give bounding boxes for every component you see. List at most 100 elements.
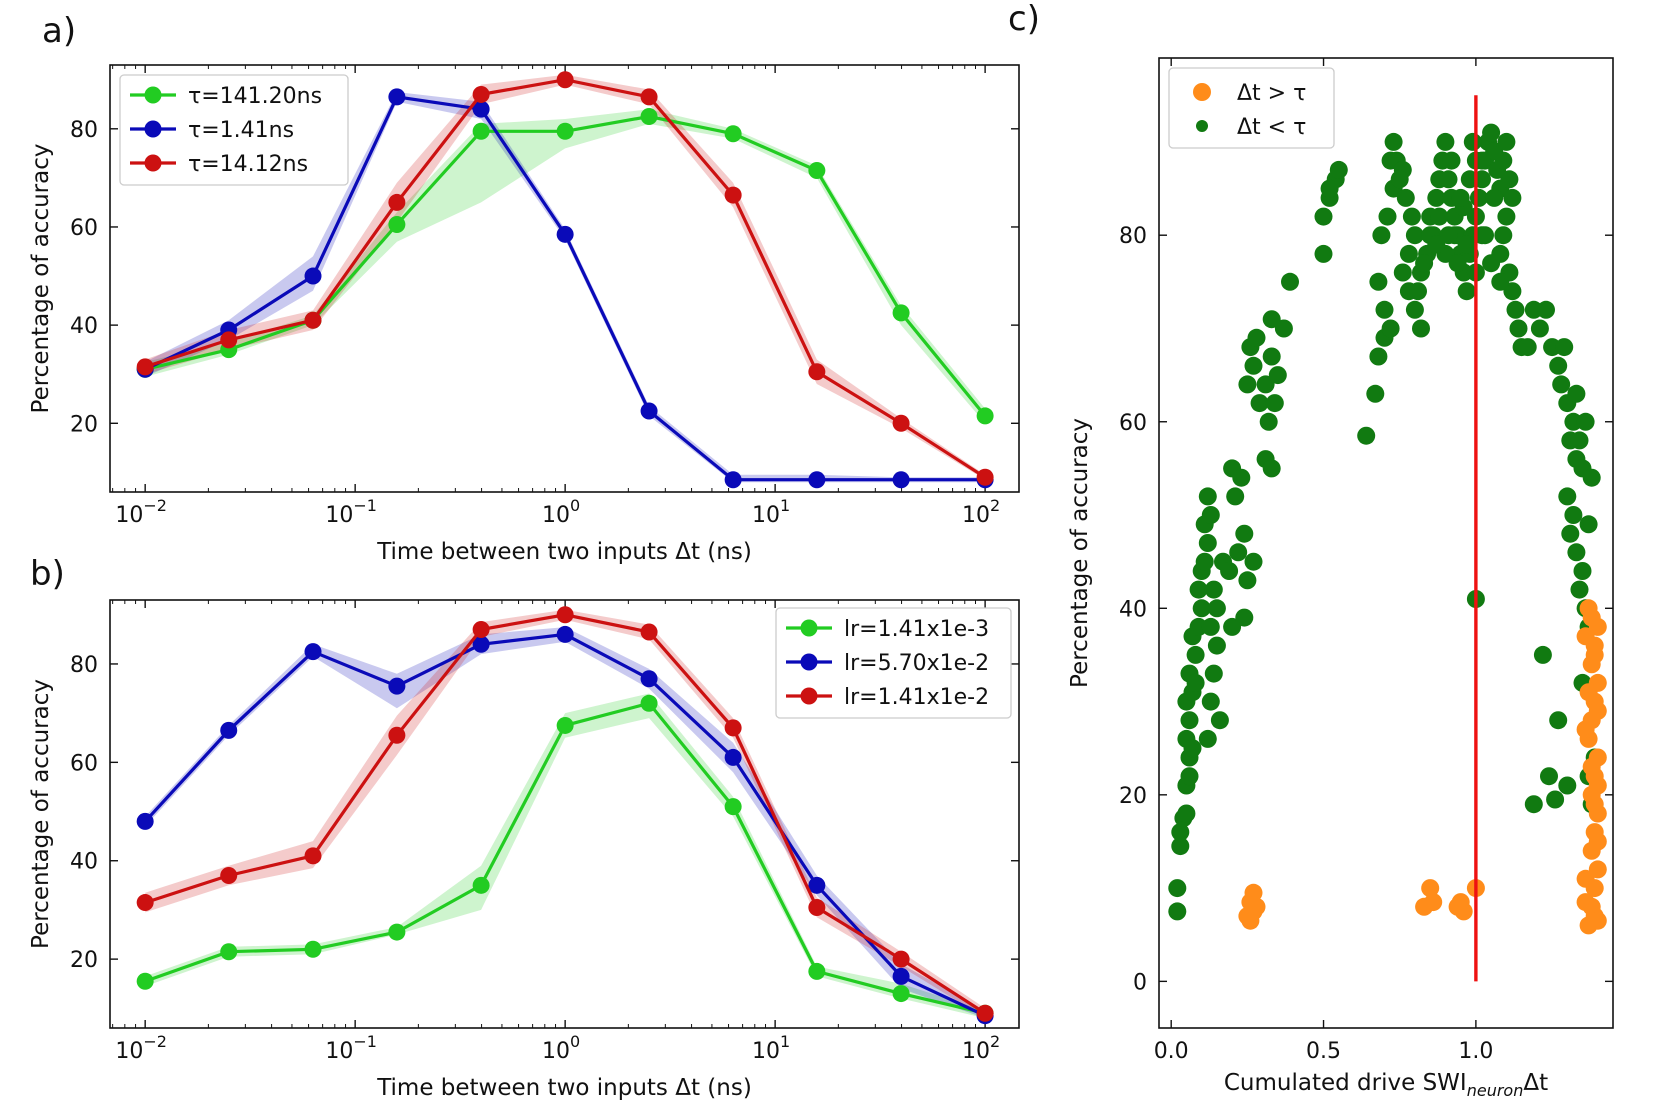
x-tick-base: 10: [962, 1039, 990, 1064]
scatter-point: [1405, 300, 1424, 319]
data-point: [640, 402, 658, 420]
scatter-point: [1378, 207, 1397, 226]
x-tick-exponent: 1: [780, 1032, 790, 1051]
scatter-point: [1223, 617, 1242, 636]
scatter-point: [1540, 767, 1558, 786]
legend-marker: [144, 154, 162, 172]
scatter-point: [1588, 701, 1607, 720]
scatter-point: [1430, 207, 1449, 226]
data-point: [388, 677, 406, 695]
scatter-point: [1320, 179, 1339, 198]
scatter-point: [1579, 515, 1598, 534]
x-tick-label: 102: [962, 496, 1000, 528]
x-axis-label: Cumulated drive SWIneuronΔt: [1224, 1070, 1548, 1100]
scatter-point: [1244, 883, 1263, 902]
scatter-point: [1186, 673, 1205, 692]
scatter-point: [1329, 160, 1348, 179]
scatter-point: [1168, 879, 1187, 898]
data-point: [304, 643, 322, 661]
scatter-point: [1210, 711, 1229, 730]
data-point: [472, 621, 490, 639]
data-point: [388, 216, 406, 234]
scatter-point: [1402, 207, 1421, 226]
legend-marker: [144, 86, 162, 104]
x-tick-exponent: −2: [143, 496, 167, 515]
scatter-point: [1381, 319, 1400, 338]
y-tick-label: 80: [70, 118, 98, 143]
scatter-point: [1171, 837, 1190, 856]
scatter-point: [1564, 506, 1583, 524]
scatter-point: [1238, 907, 1257, 926]
data-point: [808, 162, 826, 180]
scatter-point: [1244, 356, 1263, 375]
scatter-point: [1588, 832, 1607, 851]
data-point: [388, 193, 406, 211]
scatter-point: [1201, 617, 1220, 636]
scatter-point: [1168, 902, 1187, 921]
x-tick-exponent: 2: [990, 496, 1000, 515]
x-tick-label: 0.5: [1306, 1039, 1341, 1064]
scatter-point: [1369, 347, 1388, 366]
scatter-point: [1247, 328, 1266, 347]
scatter-point: [1570, 431, 1589, 450]
scatter-point: [1582, 468, 1601, 487]
data-point: [892, 304, 910, 322]
scatter-point: [1265, 394, 1284, 413]
scatter-point: [1524, 795, 1543, 814]
y-tick-label: 40: [70, 314, 98, 339]
scatter-point: [1576, 412, 1595, 431]
x-tick-base: 10: [542, 1039, 570, 1064]
scatter-point: [1268, 366, 1287, 385]
scatter-point: [1552, 375, 1571, 394]
data-point: [808, 898, 826, 916]
x-tick-exponent: −1: [353, 496, 377, 515]
scatter-point: [1412, 319, 1430, 338]
scatter-point: [1259, 412, 1278, 431]
scatter-point: [1198, 534, 1217, 552]
scatter-point: [1463, 132, 1482, 151]
chart-panel-c: 0 20 40 60 80 0.0 0.5 1.0 Cumulated drive SWIneu…: [1067, 57, 1614, 1100]
scatter-point: [1561, 524, 1580, 543]
scatter-point: [1207, 636, 1226, 655]
confidence-band: [145, 693, 986, 1019]
x-tick-label: 10−2: [115, 496, 167, 528]
scatter-point: [1207, 599, 1226, 618]
scatter-point: [1588, 911, 1607, 930]
scatter-point: [1555, 338, 1574, 357]
scatter-point: [1180, 711, 1199, 730]
legend-label: Δt < τ: [1237, 115, 1306, 140]
data-point: [892, 414, 910, 432]
x-tick-exponent: 2: [990, 1032, 1000, 1051]
scatter-point: [1314, 207, 1333, 226]
x-tick-exponent: 0: [570, 496, 580, 515]
data-point: [556, 71, 574, 89]
data-point: [724, 748, 742, 766]
scatter-point: [1421, 879, 1440, 898]
x-tick-exponent: −2: [143, 1032, 167, 1051]
scatter-point: [1427, 235, 1446, 254]
data-point: [976, 407, 994, 425]
legend-label: lr=1.41x1e-3: [844, 617, 989, 642]
y-tick-label: 60: [70, 751, 98, 776]
scatter-point: [1567, 543, 1586, 562]
data-point: [556, 225, 574, 243]
data-point: [640, 670, 658, 688]
scatter-point: [1506, 300, 1525, 319]
x-axis-label-tail: Δt: [1523, 1070, 1548, 1096]
data-point: [892, 471, 910, 489]
scatter-point: [1274, 319, 1293, 338]
scatter-point: [1372, 226, 1391, 245]
scatter-point: [1442, 151, 1461, 170]
data-point: [304, 267, 322, 285]
legend-label: lr=1.41x1e-2: [844, 685, 989, 710]
y-tick-label: 40: [70, 850, 98, 875]
panel-label-c: c): [1008, 0, 1040, 39]
y-tick-label: 20: [1119, 784, 1147, 809]
legend-label: τ=14.12ns: [188, 152, 308, 177]
scatter-point: [1198, 729, 1217, 748]
scatter-point: [1439, 170, 1458, 189]
data-point: [388, 726, 406, 744]
scatter-point: [1518, 338, 1537, 357]
scatter-point: [1238, 375, 1257, 394]
y-axis-label: Percentage of accuracy: [28, 144, 54, 414]
